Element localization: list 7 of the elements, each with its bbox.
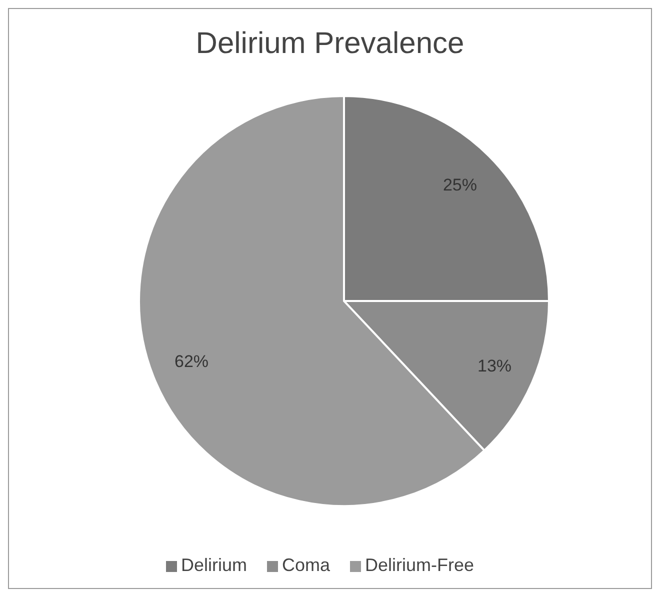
legend-label: Delirium-Free — [365, 555, 474, 575]
legend-label: Coma — [282, 555, 330, 575]
data-label: 25% — [442, 176, 477, 195]
data-label: 62% — [174, 352, 209, 371]
legend-label: Delirium — [180, 555, 247, 575]
chart-title: Delirium Prevalence — [194, 27, 466, 61]
data-label: 13% — [477, 356, 512, 376]
